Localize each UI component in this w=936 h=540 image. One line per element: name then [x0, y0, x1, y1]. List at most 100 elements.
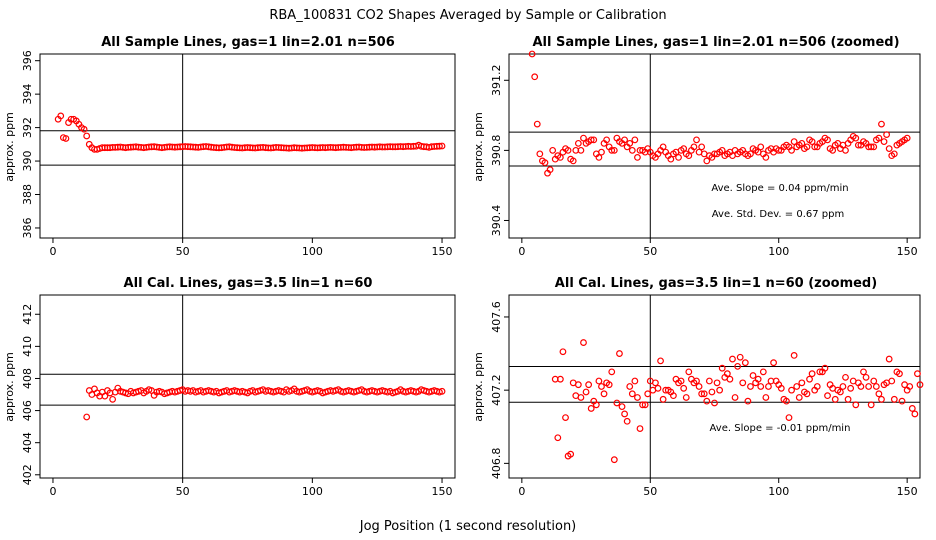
data-point: [628, 146, 636, 154]
data-point: [811, 143, 819, 151]
data-point: [109, 395, 117, 403]
data-point: [657, 357, 664, 365]
data-point: [556, 375, 564, 383]
data-point: [790, 351, 798, 359]
data-point: [693, 377, 700, 385]
data-point: [685, 368, 693, 376]
data-point: [693, 136, 700, 144]
data-point: [580, 339, 587, 346]
data-point: [788, 146, 795, 154]
data-point: [824, 392, 831, 400]
y-tick-label: 392: [21, 117, 34, 138]
data-point: [785, 414, 793, 422]
data-point: [621, 410, 628, 418]
data-point: [703, 397, 711, 405]
data-point: [916, 381, 924, 389]
y-axis-label: approx. ppm: [472, 352, 485, 422]
data-point: [908, 405, 916, 412]
data-point: [883, 131, 891, 139]
y-tick-label: 406.8: [490, 448, 503, 480]
data-point: [618, 403, 626, 411]
y-tick-label: 402: [21, 464, 34, 485]
data-point: [890, 395, 898, 403]
annotation-stddev: Ave. Std. Dev. = 0.67 ppm: [712, 209, 844, 220]
data-point: [626, 139, 634, 147]
panel-cal-lines: All Cal. Lines, gas=3.5 lin=1 n=60 appro…: [3, 276, 456, 498]
data-point: [634, 394, 641, 401]
data-point: [436, 142, 443, 150]
x-tick-label: 150: [432, 245, 453, 258]
data-point: [734, 362, 742, 370]
y-axis-label: approx. ppm: [472, 112, 485, 182]
data-point: [700, 390, 708, 398]
data-point: [870, 143, 878, 151]
data-point: [890, 150, 898, 158]
data-point: [885, 355, 893, 363]
panel-title: All Cal. Lines, gas=3.5 lin=1 n=60 (zoom…: [555, 276, 877, 291]
data-point: [765, 383, 772, 390]
data-point: [659, 395, 667, 403]
data-point: [711, 399, 718, 407]
y-tick-label: 407.2: [490, 374, 503, 406]
data-point: [564, 146, 572, 154]
panel-title: All Sample Lines, gas=1 lin=2.01 n=506 (…: [532, 35, 899, 50]
data-point: [754, 375, 762, 383]
data-point: [770, 359, 777, 367]
data-point: [659, 143, 667, 151]
data-point: [536, 150, 544, 158]
data-point: [438, 387, 446, 395]
data-point: [631, 377, 639, 385]
x-tick-label: 150: [432, 485, 453, 498]
data-point: [623, 417, 631, 425]
data-point: [862, 373, 870, 381]
data-point: [667, 155, 675, 163]
data-point: [546, 166, 554, 174]
data-point: [636, 425, 644, 432]
data-point: [641, 401, 649, 409]
data-point: [585, 381, 593, 389]
data-point: [556, 153, 564, 161]
data-point: [847, 384, 855, 392]
data-point: [852, 134, 860, 142]
data-point: [824, 136, 831, 144]
data-point: [101, 392, 109, 400]
data-point: [677, 377, 685, 385]
data-point: [608, 368, 616, 376]
data-point: [62, 135, 70, 142]
data-point: [574, 139, 582, 147]
x-tick-label: 50: [643, 245, 657, 258]
data-point: [592, 401, 600, 409]
data-point: [567, 450, 575, 458]
data-point: [695, 383, 703, 390]
data-point: [906, 383, 914, 390]
data-point: [438, 142, 446, 150]
x-tick-label: 100: [768, 485, 789, 498]
data-point: [549, 146, 557, 154]
data-point: [690, 143, 698, 151]
data-point: [587, 136, 595, 144]
data-point: [878, 395, 885, 403]
figure-xlabel: Jog Position (1 second resolution): [359, 519, 577, 534]
data-point: [726, 375, 734, 383]
x-tick-label: 0: [518, 245, 525, 258]
data-point: [616, 350, 623, 357]
data-point: [911, 410, 919, 418]
data-point: [613, 399, 621, 407]
data-point: [580, 134, 587, 142]
data-point: [821, 364, 829, 372]
data-point: [860, 368, 867, 376]
data-point: [600, 390, 608, 398]
data-point: [829, 146, 837, 154]
data-point: [885, 145, 893, 153]
data-point: [595, 377, 603, 385]
y-axis-label: approx. ppm: [3, 352, 16, 422]
data-point: [795, 394, 803, 401]
data-point: [808, 370, 816, 378]
plot-frame: [39, 294, 456, 479]
y-tick-label: 388: [21, 184, 34, 205]
data-point: [744, 397, 752, 405]
data-point: [562, 414, 569, 422]
data-point: [590, 136, 598, 144]
x-tick-label: 0: [49, 485, 56, 498]
